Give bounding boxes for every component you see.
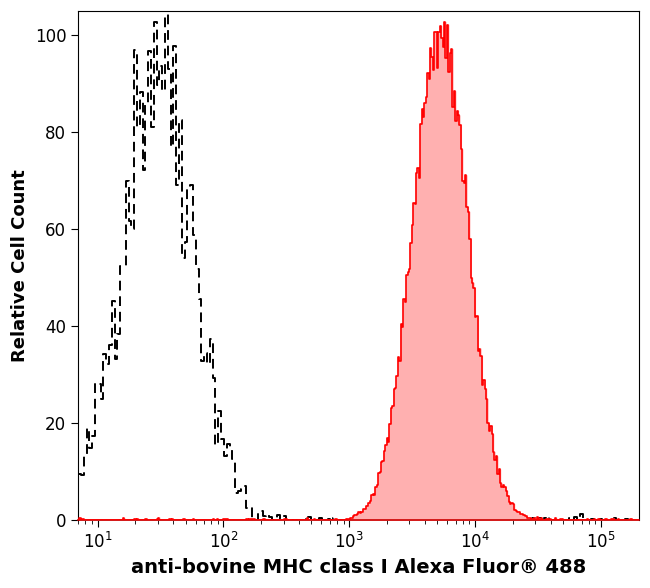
- X-axis label: anti-bovine MHC class I Alexa Fluor® 488: anti-bovine MHC class I Alexa Fluor® 488: [131, 558, 586, 577]
- Y-axis label: Relative Cell Count: Relative Cell Count: [11, 169, 29, 362]
